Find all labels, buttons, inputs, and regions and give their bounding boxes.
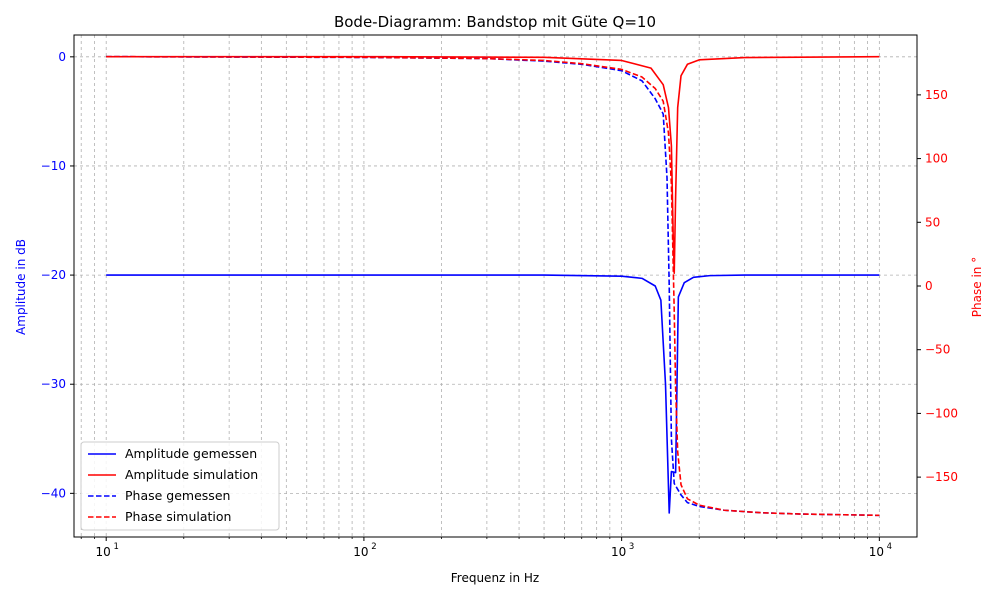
left-y-axis-label: Amplitude in dB xyxy=(14,239,28,335)
right-y-tick-label: 150 xyxy=(925,88,948,102)
right-y-axis-ticks: 150 100 50 0 −50 −100 −150 xyxy=(917,88,958,484)
left-y-axis-ticks: 0 −10 −20 −30 −40 xyxy=(41,50,74,500)
series-lines xyxy=(106,55,880,517)
left-y-tick-label: 0 xyxy=(58,50,66,64)
x-tick-label: 10 xyxy=(869,545,884,559)
x-tick-label: 10 xyxy=(96,545,111,559)
right-y-tick-label: 0 xyxy=(925,279,933,293)
right-y-tick-label: 50 xyxy=(925,215,940,229)
series-line-amplitude-gemessen xyxy=(106,274,880,514)
right-y-tick-label: −50 xyxy=(925,343,950,357)
x-tick-label-exponent: 3 xyxy=(629,542,634,552)
left-y-tick-label: −30 xyxy=(41,377,66,391)
x-tick-label: 10 xyxy=(611,545,626,559)
x-axis-label: Frequenz in Hz xyxy=(451,571,539,585)
legend: Amplitude gemessen Amplitude simulation … xyxy=(80,441,280,531)
right-y-tick-label: 100 xyxy=(925,152,948,166)
chart-title: Bode-Diagramm: Bandstop mit Güte Q=10 xyxy=(334,13,656,31)
left-y-tick-label: −20 xyxy=(41,268,66,282)
legend-label-phase-gemessen: Phase gemessen xyxy=(125,488,230,503)
legend-label-phase-simulation: Phase simulation xyxy=(125,509,231,524)
right-y-axis-label: Phase in ° xyxy=(970,257,984,317)
series-line-phase-simulation xyxy=(106,55,880,517)
x-tick-label-exponent: 1 xyxy=(113,542,118,552)
right-y-tick-label: −150 xyxy=(925,470,958,484)
left-y-tick-label: −10 xyxy=(41,159,66,173)
legend-label-amplitude-gemessen: Amplitude gemessen xyxy=(125,446,257,461)
x-axis-ticks: 10 1 10 2 10 3 10 4 xyxy=(80,537,892,559)
x-tick-label: 10 xyxy=(353,545,368,559)
legend-box xyxy=(80,441,280,531)
legend-label-amplitude-simulation: Amplitude simulation xyxy=(125,467,258,482)
x-tick-label-exponent: 2 xyxy=(371,542,376,552)
left-y-tick-label: −40 xyxy=(41,486,66,500)
x-tick-label-exponent: 4 xyxy=(887,542,892,552)
right-y-tick-label: −100 xyxy=(925,406,958,420)
